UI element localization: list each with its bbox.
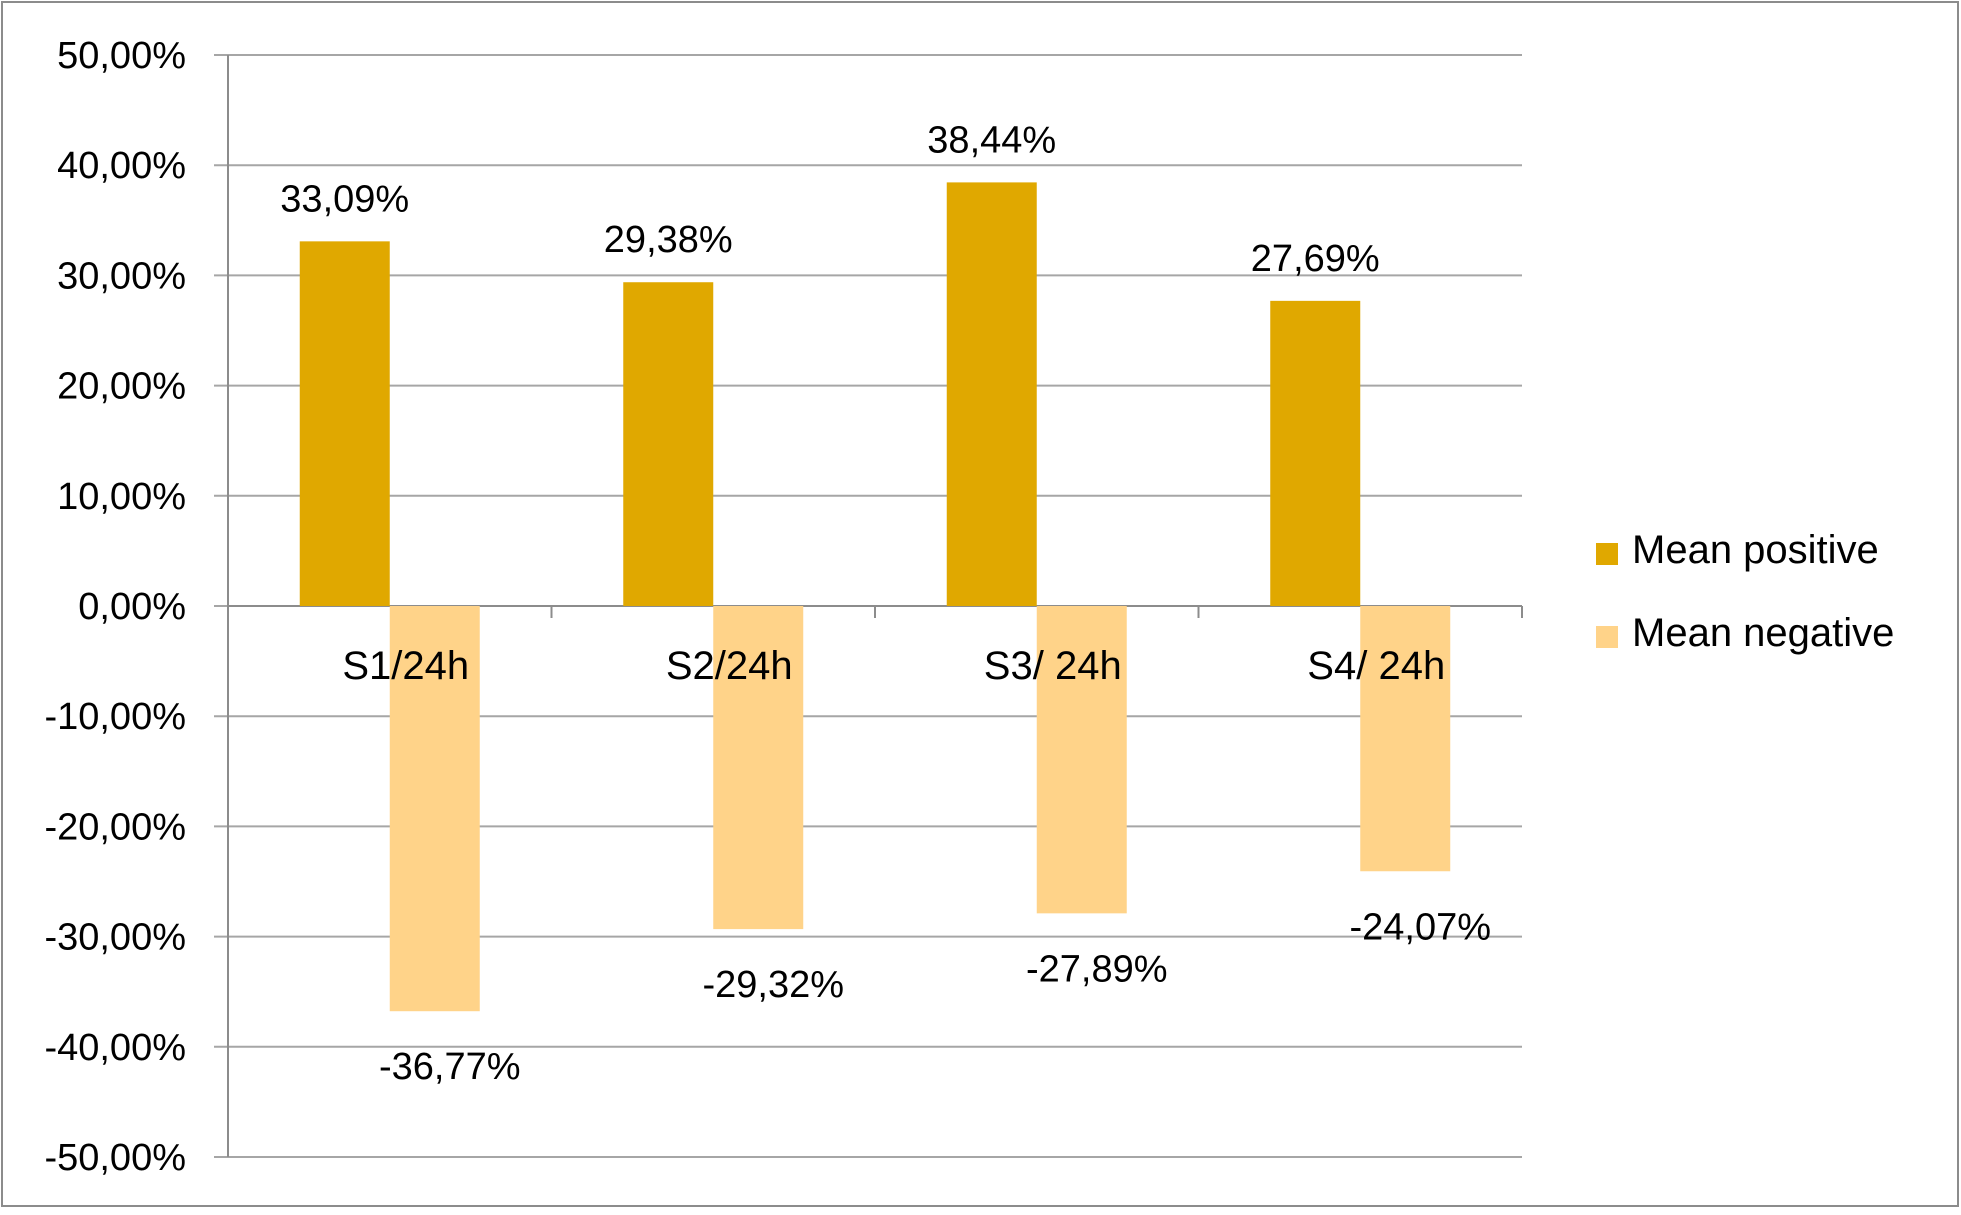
y-tick-label: 0,00% <box>78 586 186 628</box>
data-label-negative: -36,77% <box>379 1046 521 1088</box>
y-tick-label: -10,00% <box>44 696 186 738</box>
y-tick-label: 20,00% <box>57 366 186 408</box>
legend-label: Mean negative <box>1632 611 1894 655</box>
y-tick-label: -30,00% <box>44 917 186 959</box>
data-label-positive: 29,38% <box>604 219 733 261</box>
y-tick-label: -40,00% <box>44 1027 186 1069</box>
y-tick-label: 50,00% <box>57 35 186 77</box>
bar-mean-positive <box>946 182 1037 606</box>
bar-mean-positive <box>1270 300 1361 606</box>
data-labels: 33,09% -36,77% S1/24h 29,38% -29,32% S2/24h 38… <box>280 119 1491 1088</box>
y-tick-label: -20,00% <box>44 806 186 848</box>
data-label-negative: -29,32% <box>702 964 844 1006</box>
x-category-label: S3/ 24h <box>984 644 1122 688</box>
data-label-negative: -24,07% <box>1349 906 1491 948</box>
bar-mean-positive <box>299 241 390 606</box>
data-label-positive: 33,09% <box>280 178 409 220</box>
y-tick-label: 40,00% <box>57 145 186 187</box>
data-label-positive: 27,69% <box>1251 238 1380 280</box>
bar-mean-positive <box>623 282 714 606</box>
data-label-negative: -27,89% <box>1026 948 1168 990</box>
data-label-positive: 38,44% <box>927 119 1056 161</box>
bar-mean-negative <box>1036 606 1127 914</box>
legend-swatch <box>1596 543 1618 565</box>
legend-label: Mean positive <box>1632 528 1879 572</box>
y-tick-label: 30,00% <box>57 255 186 297</box>
axes: 50,00% 40,00% 30,00% 20,00% 10,00% 0,00% -10,0… <box>44 35 1523 1179</box>
x-category-label: S1/24h <box>342 644 469 688</box>
y-tick-label: 10,00% <box>57 476 186 518</box>
x-category-label: S2/24h <box>666 644 793 688</box>
y-tick-label: -50,00% <box>44 1137 186 1179</box>
legend-swatch <box>1596 626 1618 648</box>
x-category-label: S4/ 24h <box>1307 644 1445 688</box>
bar-mean-negative <box>1360 606 1451 872</box>
legend: Mean positive Mean negative <box>1596 528 1894 655</box>
bar-mean-negative <box>713 606 804 930</box>
bars <box>299 182 1451 1012</box>
bar-mean-negative <box>389 606 480 1012</box>
